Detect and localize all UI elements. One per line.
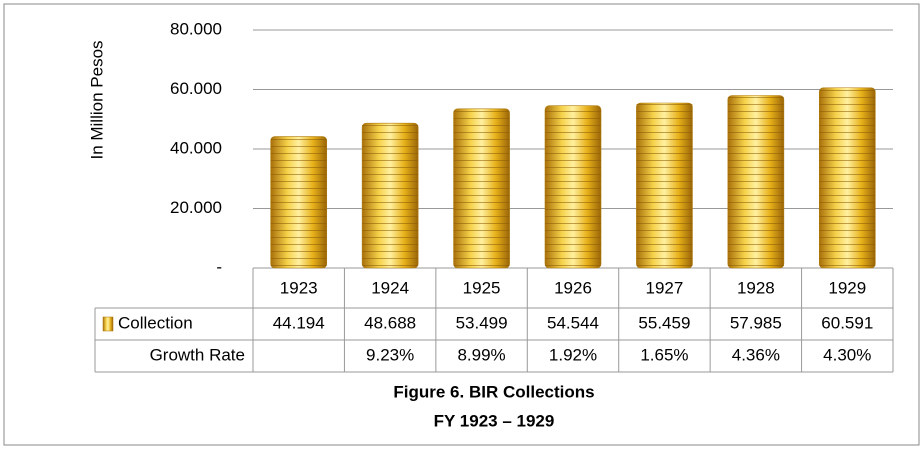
table-value: 9.23%: [366, 345, 414, 364]
x-tick-label: 1927: [646, 278, 684, 297]
x-tick-label: 1926: [554, 278, 592, 297]
x-tick-label: 1924: [371, 278, 409, 297]
y-tick-label: 60.000: [170, 79, 222, 98]
y-tick-label: -: [216, 257, 222, 276]
table-value: 4.36%: [732, 345, 780, 364]
table-value: 48.688: [364, 313, 416, 332]
y-tick-label: 80.000: [170, 19, 222, 38]
bar: [727, 95, 785, 269]
chart-title: Figure 6. BIR Collections: [393, 382, 594, 401]
bar: [453, 108, 510, 269]
legend-swatch: [102, 316, 114, 332]
bar: [636, 102, 693, 269]
legend-label: Collection: [118, 313, 193, 332]
x-tick-label: 1925: [463, 278, 501, 297]
bar: [361, 122, 419, 269]
table-value: 8.99%: [457, 345, 505, 364]
x-tick-label: 1929: [828, 278, 866, 297]
y-tick-label: 40.000: [170, 138, 222, 157]
table-value: 44.194: [273, 313, 325, 332]
table-value: 54.544: [547, 313, 599, 332]
bar: [544, 105, 602, 269]
table-value: 4.30%: [823, 345, 871, 364]
x-tick-label: 1928: [737, 278, 775, 297]
y-axis-label: In Million Pesos: [87, 40, 106, 159]
table-value: 53.499: [456, 313, 508, 332]
table-value: 60.591: [821, 313, 873, 332]
bar: [270, 136, 328, 269]
bar: [818, 87, 876, 269]
table-value: 1.92%: [549, 345, 597, 364]
chart-subtitle: FY 1923 – 1929: [434, 411, 555, 430]
table-value: 55.459: [638, 313, 690, 332]
row-header: Growth Rate: [150, 345, 245, 364]
x-tick-label: 1923: [280, 278, 318, 297]
table-value: 57.985: [730, 313, 782, 332]
y-tick-label: 20.000: [170, 198, 222, 217]
table-value: 1.65%: [640, 345, 688, 364]
